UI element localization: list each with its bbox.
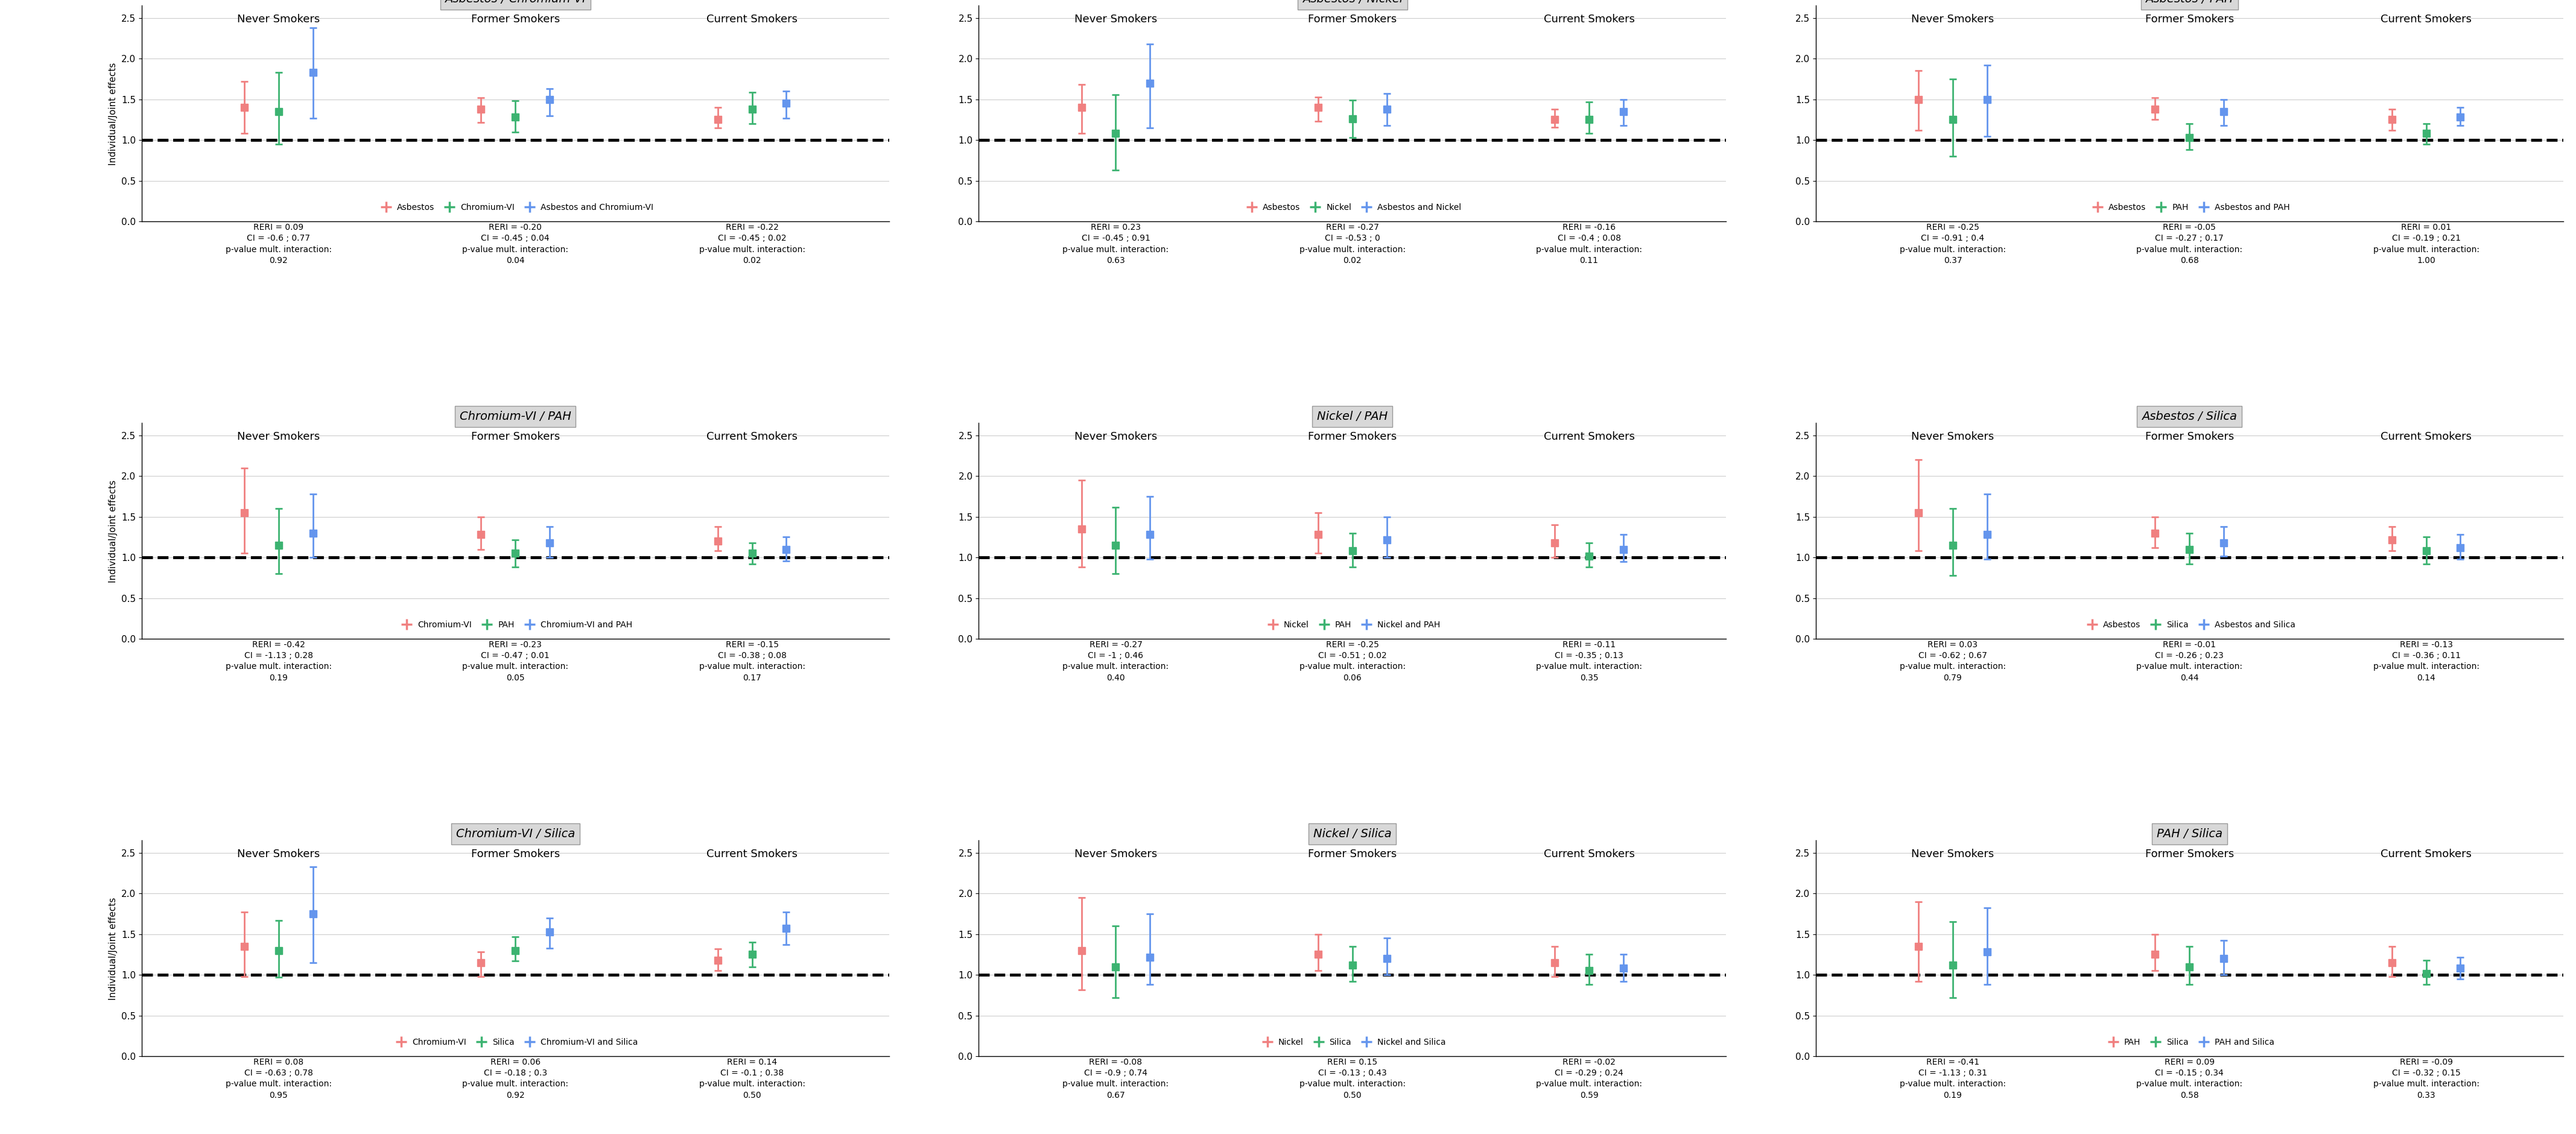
Text: Former Smokers: Former Smokers <box>2146 14 2233 25</box>
Text: Former Smokers: Former Smokers <box>1309 431 1396 442</box>
Legend: PAH, Silica, PAH and Silica: PAH, Silica, PAH and Silica <box>2102 1035 2277 1050</box>
Legend: Asbestos, Nickel, Asbestos and Nickel: Asbestos, Nickel, Asbestos and Nickel <box>1239 200 1466 215</box>
Text: RERI = -0.13
CI = -0.36 ; 0.11
p-value mult. interaction:
0.14: RERI = -0.13 CI = -0.36 ; 0.11 p-value m… <box>2372 641 2478 683</box>
Text: Never Smokers: Never Smokers <box>1074 848 1157 860</box>
Title: Asbestos / PAH: Asbestos / PAH <box>2146 0 2233 5</box>
Text: RERI = -0.08
CI = -0.9 ; 0.74
p-value mult. interaction:
0.67: RERI = -0.08 CI = -0.9 ; 0.74 p-value mu… <box>1064 1058 1170 1100</box>
Text: Current Smokers: Current Smokers <box>1543 14 1636 25</box>
Text: Current Smokers: Current Smokers <box>706 14 799 25</box>
Legend: Chromium-VI, PAH, Chromium-VI and PAH: Chromium-VI, PAH, Chromium-VI and PAH <box>394 618 636 633</box>
Text: RERI = 0.09
CI = -0.15 ; 0.34
p-value mult. interaction:
0.58: RERI = 0.09 CI = -0.15 ; 0.34 p-value mu… <box>2136 1058 2244 1100</box>
Text: RERI = 0.23
CI = -0.45 ; 0.91
p-value mult. interaction:
0.63: RERI = 0.23 CI = -0.45 ; 0.91 p-value mu… <box>1064 223 1170 264</box>
Text: Never Smokers: Never Smokers <box>1074 431 1157 442</box>
Text: RERI = -0.22
CI = -0.45 ; 0.02
p-value mult. interaction:
0.02: RERI = -0.22 CI = -0.45 ; 0.02 p-value m… <box>698 223 806 264</box>
Text: Never Smokers: Never Smokers <box>237 848 319 860</box>
Text: Current Smokers: Current Smokers <box>1543 431 1636 442</box>
Text: RERI = -0.11
CI = -0.35 ; 0.13
p-value mult. interaction:
0.35: RERI = -0.11 CI = -0.35 ; 0.13 p-value m… <box>1535 641 1641 683</box>
Text: RERI = -0.27
CI = -1 ; 0.46
p-value mult. interaction:
0.40: RERI = -0.27 CI = -1 ; 0.46 p-value mult… <box>1064 641 1170 683</box>
Title: Nickel / PAH: Nickel / PAH <box>1316 411 1388 422</box>
Text: RERI = -0.42
CI = -1.13 ; 0.28
p-value mult. interaction:
0.19: RERI = -0.42 CI = -1.13 ; 0.28 p-value m… <box>227 641 332 683</box>
Title: Chromium-VI / Silica: Chromium-VI / Silica <box>456 828 574 839</box>
Text: Never Smokers: Never Smokers <box>1074 14 1157 25</box>
Text: Never Smokers: Never Smokers <box>1911 431 1994 442</box>
Text: Former Smokers: Former Smokers <box>471 848 559 860</box>
Text: RERI = 0.09
CI = -0.6 ; 0.77
p-value mult. interaction:
0.92: RERI = 0.09 CI = -0.6 ; 0.77 p-value mul… <box>227 223 332 264</box>
Text: Former Smokers: Former Smokers <box>2146 848 2233 860</box>
Y-axis label: Individual/Joint effects: Individual/Joint effects <box>108 480 118 583</box>
Text: Never Smokers: Never Smokers <box>1911 14 1994 25</box>
Text: RERI = -0.16
CI = -0.4 ; 0.08
p-value mult. interaction:
0.11: RERI = -0.16 CI = -0.4 ; 0.08 p-value mu… <box>1535 223 1641 264</box>
Title: Asbestos / Chromium-VI: Asbestos / Chromium-VI <box>446 0 585 5</box>
Text: Never Smokers: Never Smokers <box>237 14 319 25</box>
Title: Chromium-VI / PAH: Chromium-VI / PAH <box>459 411 572 422</box>
Text: RERI = -0.23
CI = -0.47 ; 0.01
p-value mult. interaction:
0.05: RERI = -0.23 CI = -0.47 ; 0.01 p-value m… <box>461 641 569 683</box>
Text: Current Smokers: Current Smokers <box>706 848 799 860</box>
Text: RERI = 0.08
CI = -0.63 ; 0.78
p-value mult. interaction:
0.95: RERI = 0.08 CI = -0.63 ; 0.78 p-value mu… <box>227 1058 332 1100</box>
Text: RERI = -0.25
CI = -0.91 ; 0.4
p-value mult. interaction:
0.37: RERI = -0.25 CI = -0.91 ; 0.4 p-value mu… <box>1899 223 2007 264</box>
Text: Former Smokers: Former Smokers <box>1309 848 1396 860</box>
Text: Former Smokers: Former Smokers <box>471 14 559 25</box>
Text: Current Smokers: Current Smokers <box>2380 431 2470 442</box>
Text: Current Smokers: Current Smokers <box>2380 848 2470 860</box>
Text: RERI = -0.27
CI = -0.53 ; 0
p-value mult. interaction:
0.02: RERI = -0.27 CI = -0.53 ; 0 p-value mult… <box>1298 223 1406 264</box>
Text: Former Smokers: Former Smokers <box>1309 14 1396 25</box>
Legend: Nickel, PAH, Nickel and PAH: Nickel, PAH, Nickel and PAH <box>1262 618 1443 633</box>
Legend: Asbestos, Chromium-VI, Asbestos and Chromium-VI: Asbestos, Chromium-VI, Asbestos and Chro… <box>374 200 657 215</box>
Text: RERI = 0.01
CI = -0.19 ; 0.21
p-value mult. interaction:
1.00: RERI = 0.01 CI = -0.19 ; 0.21 p-value mu… <box>2372 223 2478 264</box>
Text: Former Smokers: Former Smokers <box>471 431 559 442</box>
Text: Current Smokers: Current Smokers <box>2380 14 2470 25</box>
Text: RERI = -0.25
CI = -0.51 ; 0.02
p-value mult. interaction:
0.06: RERI = -0.25 CI = -0.51 ; 0.02 p-value m… <box>1298 641 1406 683</box>
Text: RERI = -0.20
CI = -0.45 ; 0.04
p-value mult. interaction:
0.04: RERI = -0.20 CI = -0.45 ; 0.04 p-value m… <box>461 223 569 264</box>
Legend: Asbestos, PAH, Asbestos and PAH: Asbestos, PAH, Asbestos and PAH <box>2087 200 2293 215</box>
Legend: Asbestos, Silica, Asbestos and Silica: Asbestos, Silica, Asbestos and Silica <box>2081 618 2298 633</box>
Title: Asbestos / Silica: Asbestos / Silica <box>2141 411 2236 422</box>
Y-axis label: Individual/Joint effects: Individual/Joint effects <box>108 62 118 166</box>
Text: RERI = -0.02
CI = -0.29 ; 0.24
p-value mult. interaction:
0.59: RERI = -0.02 CI = -0.29 ; 0.24 p-value m… <box>1535 1058 1641 1100</box>
Text: Never Smokers: Never Smokers <box>237 431 319 442</box>
Text: RERI = 0.03
CI = -0.62 ; 0.67
p-value mult. interaction:
0.79: RERI = 0.03 CI = -0.62 ; 0.67 p-value mu… <box>1899 641 2007 683</box>
Text: RERI = -0.01
CI = -0.26 ; 0.23
p-value mult. interaction:
0.44: RERI = -0.01 CI = -0.26 ; 0.23 p-value m… <box>2136 641 2244 683</box>
Legend: Chromium-VI, Silica, Chromium-VI and Silica: Chromium-VI, Silica, Chromium-VI and Sil… <box>389 1035 641 1050</box>
Text: RERI = -0.05
CI = -0.27 ; 0.17
p-value mult. interaction:
0.68: RERI = -0.05 CI = -0.27 ; 0.17 p-value m… <box>2136 223 2244 264</box>
Y-axis label: Individual/Joint effects: Individual/Joint effects <box>108 897 118 1000</box>
Title: Nickel / Silica: Nickel / Silica <box>1314 828 1391 839</box>
Text: RERI = -0.09
CI = -0.32 ; 0.15
p-value mult. interaction:
0.33: RERI = -0.09 CI = -0.32 ; 0.15 p-value m… <box>2372 1058 2478 1100</box>
Title: Asbestos / Nickel: Asbestos / Nickel <box>1303 0 1401 5</box>
Text: RERI = 0.14
CI = -0.1 ; 0.38
p-value mult. interaction:
0.50: RERI = 0.14 CI = -0.1 ; 0.38 p-value mul… <box>698 1058 806 1100</box>
Text: Current Smokers: Current Smokers <box>1543 848 1636 860</box>
Text: RERI = 0.06
CI = -0.18 ; 0.3
p-value mult. interaction:
0.92: RERI = 0.06 CI = -0.18 ; 0.3 p-value mul… <box>461 1058 569 1100</box>
Text: Current Smokers: Current Smokers <box>706 431 799 442</box>
Title: PAH / Silica: PAH / Silica <box>2156 828 2223 839</box>
Text: Never Smokers: Never Smokers <box>1911 848 1994 860</box>
Legend: Nickel, Silica, Nickel and Silica: Nickel, Silica, Nickel and Silica <box>1255 1035 1450 1050</box>
Text: Former Smokers: Former Smokers <box>2146 431 2233 442</box>
Text: RERI = -0.15
CI = -0.38 ; 0.08
p-value mult. interaction:
0.17: RERI = -0.15 CI = -0.38 ; 0.08 p-value m… <box>698 641 806 683</box>
Text: RERI = 0.15
CI = -0.13 ; 0.43
p-value mult. interaction:
0.50: RERI = 0.15 CI = -0.13 ; 0.43 p-value mu… <box>1298 1058 1406 1100</box>
Text: RERI = -0.41
CI = -1.13 ; 0.31
p-value mult. interaction:
0.19: RERI = -0.41 CI = -1.13 ; 0.31 p-value m… <box>1899 1058 2007 1100</box>
